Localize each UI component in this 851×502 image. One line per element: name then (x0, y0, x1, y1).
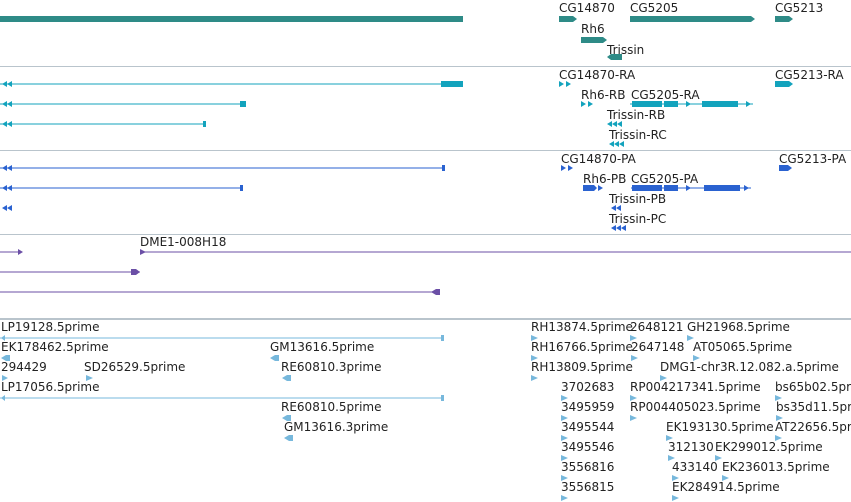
est-label: GM13616.5prime (270, 340, 375, 354)
est-label: AT22656.5prime (775, 420, 851, 434)
est-label: EK299012.5prime (715, 440, 823, 454)
est-label: bs65b02.5prime (775, 380, 851, 394)
transcript-label: Trissin-PC (609, 212, 667, 226)
est-label: 3556815 (561, 480, 615, 494)
est-label: LP19128.5prime (1, 320, 100, 334)
est-label: 2648121 (630, 320, 684, 334)
transcript-label: Trissin-RC (609, 128, 667, 142)
est-label: EK284914.5prime (672, 480, 780, 494)
est-label: RH13874.5prime (531, 320, 633, 334)
gene-track: CG14870 CG5205 CG5213 Rh6 Trissin (0, 0, 851, 67)
est-label: DMG1-chr3R.12.082.a.5prime (660, 360, 839, 374)
clone-label: DME1-008H18 (140, 235, 227, 249)
gene-feature-rh6[interactable] (581, 37, 607, 43)
gene-features[interactable] (0, 0, 851, 66)
est-track: LP19128.5prime EK178462.5prime GM13616.5… (0, 319, 851, 502)
est-label: 294429 (1, 360, 47, 374)
transcript-label: Rh6-PB (583, 172, 627, 186)
est-label: EK178462.5prime (1, 340, 109, 354)
gene-label: CG14870 (559, 1, 615, 15)
gene-feature-cg5213[interactable] (775, 16, 793, 22)
transcript-label: CG5205-RA (631, 88, 700, 102)
est-label: GM13616.3prime (284, 420, 389, 434)
clone-features[interactable] (0, 235, 851, 318)
gene-feature-cg5205[interactable] (630, 16, 755, 22)
est-label: EK236013.5prime (722, 460, 830, 474)
transcript-label: Trissin-RB (607, 108, 666, 122)
transcript-track-protein: CG14870-PA CG5213-PA Rh6-PB CG5205-PA Tr… (0, 151, 851, 235)
est-label: RE60810.3prime (281, 360, 382, 374)
est-label: 3702683 (561, 380, 615, 394)
est-label: RE60810.5prime (281, 400, 382, 414)
transcript-label: CG14870-RA (559, 68, 636, 82)
est-label: GH21968.5prime (687, 320, 790, 334)
est-label: LP17056.5prime (1, 380, 100, 394)
gene-feature-cg14870[interactable] (559, 16, 577, 22)
est-label: AT05065.5prime (693, 340, 793, 354)
gene-feature-trissin[interactable] (607, 54, 622, 60)
transcript-label: Trissin-PB (609, 192, 667, 206)
gene-feature-long[interactable] (0, 16, 463, 22)
est-label: 3556816 (561, 460, 615, 474)
est-features[interactable] (0, 320, 851, 502)
est-label: 312130 (668, 440, 714, 454)
gene-label: Trissin (607, 43, 645, 57)
est-label: RP004405023.5prime (630, 400, 761, 414)
est-label: 2647148 (631, 340, 685, 354)
est-label: 3495546 (561, 440, 615, 454)
est-label: SD26529.5prime (84, 360, 186, 374)
transcript-label: CG5213-PA (779, 152, 847, 166)
gene-label: CG5205 (630, 1, 679, 15)
est-label: EK193130.5prime (666, 420, 774, 434)
transcript-label: Rh6-RB (581, 88, 626, 102)
transcript-track-rna: CG14870-RA CG5213-RA Rh6-RB CG5205-RA Tr… (0, 67, 851, 151)
est-label: RP004217341.5prime (630, 380, 761, 394)
transcript-label: CG14870-PA (561, 152, 636, 166)
est-label: RH16766.5prime (531, 340, 633, 354)
est-label: RH13809.5prime (531, 360, 633, 374)
gene-label: CG5213 (775, 1, 824, 15)
est-label: bs35d11.5prime (776, 400, 851, 414)
est-label: 433140 (672, 460, 718, 474)
transcript-features-rna[interactable] (0, 67, 851, 150)
gene-label: Rh6 (581, 22, 605, 36)
est-label: 3495959 (561, 400, 615, 414)
transcript-label: CG5213-RA (775, 68, 844, 82)
transcript-features-protein[interactable] (0, 151, 851, 234)
transcript-label: CG5205-PA (631, 172, 699, 186)
clone-track: DME1-008H18 (0, 235, 851, 319)
est-label: 3495544 (561, 420, 615, 434)
